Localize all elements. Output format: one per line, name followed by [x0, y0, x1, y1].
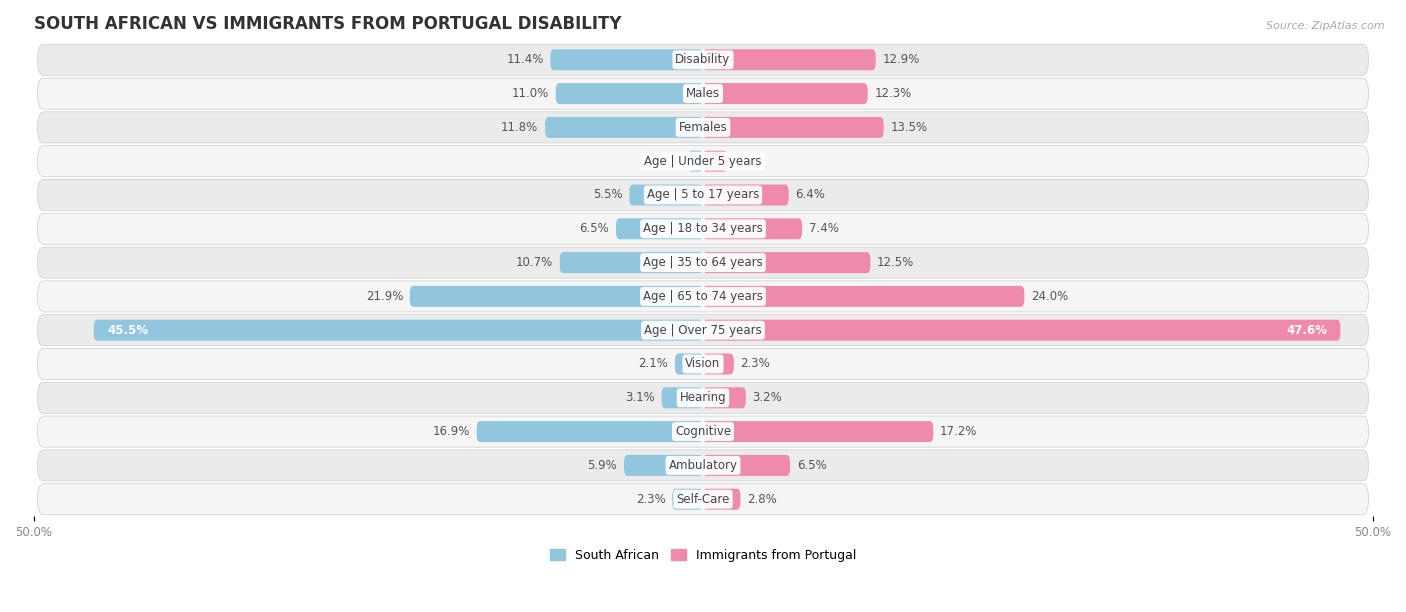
Text: 12.3%: 12.3%: [875, 87, 911, 100]
Text: Males: Males: [686, 87, 720, 100]
FancyBboxPatch shape: [703, 455, 790, 476]
FancyBboxPatch shape: [661, 387, 703, 408]
FancyBboxPatch shape: [703, 184, 789, 206]
Text: Age | 18 to 34 years: Age | 18 to 34 years: [643, 222, 763, 235]
FancyBboxPatch shape: [703, 319, 1340, 341]
FancyBboxPatch shape: [616, 218, 703, 239]
Text: Self-Care: Self-Care: [676, 493, 730, 506]
Text: 1.1%: 1.1%: [652, 155, 682, 168]
FancyBboxPatch shape: [409, 286, 703, 307]
Text: Disability: Disability: [675, 53, 731, 66]
Text: 1.8%: 1.8%: [734, 155, 763, 168]
Text: 2.1%: 2.1%: [638, 357, 668, 370]
Text: 10.7%: 10.7%: [516, 256, 553, 269]
FancyBboxPatch shape: [38, 382, 1368, 413]
Text: 5.9%: 5.9%: [588, 459, 617, 472]
FancyBboxPatch shape: [703, 50, 876, 70]
FancyBboxPatch shape: [555, 83, 703, 104]
Text: 24.0%: 24.0%: [1031, 290, 1069, 303]
Text: 17.2%: 17.2%: [941, 425, 977, 438]
Text: SOUTH AFRICAN VS IMMIGRANTS FROM PORTUGAL DISABILITY: SOUTH AFRICAN VS IMMIGRANTS FROM PORTUGA…: [34, 15, 621, 33]
FancyBboxPatch shape: [624, 455, 703, 476]
Legend: South African, Immigrants from Portugal: South African, Immigrants from Portugal: [544, 543, 862, 567]
FancyBboxPatch shape: [38, 348, 1368, 379]
Text: 16.9%: 16.9%: [433, 425, 470, 438]
Text: 12.9%: 12.9%: [883, 53, 920, 66]
FancyBboxPatch shape: [94, 319, 703, 341]
FancyBboxPatch shape: [703, 286, 1025, 307]
FancyBboxPatch shape: [546, 117, 703, 138]
FancyBboxPatch shape: [38, 483, 1368, 515]
FancyBboxPatch shape: [38, 213, 1368, 244]
Text: 13.5%: 13.5%: [890, 121, 928, 134]
FancyBboxPatch shape: [477, 421, 703, 442]
Text: 6.5%: 6.5%: [579, 222, 609, 235]
Text: Females: Females: [679, 121, 727, 134]
FancyBboxPatch shape: [703, 489, 741, 510]
FancyBboxPatch shape: [38, 78, 1368, 109]
FancyBboxPatch shape: [703, 252, 870, 273]
FancyBboxPatch shape: [689, 151, 703, 172]
FancyBboxPatch shape: [38, 281, 1368, 312]
FancyBboxPatch shape: [38, 247, 1368, 278]
FancyBboxPatch shape: [560, 252, 703, 273]
FancyBboxPatch shape: [38, 44, 1368, 75]
FancyBboxPatch shape: [703, 421, 934, 442]
Text: 2.3%: 2.3%: [741, 357, 770, 370]
Text: 12.5%: 12.5%: [877, 256, 914, 269]
Text: Age | Under 5 years: Age | Under 5 years: [644, 155, 762, 168]
FancyBboxPatch shape: [550, 50, 703, 70]
Text: 3.1%: 3.1%: [626, 391, 655, 405]
Text: 21.9%: 21.9%: [366, 290, 404, 303]
Text: Source: ZipAtlas.com: Source: ZipAtlas.com: [1267, 21, 1385, 31]
FancyBboxPatch shape: [38, 112, 1368, 143]
FancyBboxPatch shape: [703, 354, 734, 375]
Text: Vision: Vision: [685, 357, 721, 370]
Text: 2.3%: 2.3%: [636, 493, 665, 506]
FancyBboxPatch shape: [38, 416, 1368, 447]
Text: 47.6%: 47.6%: [1286, 324, 1327, 337]
Text: Age | 65 to 74 years: Age | 65 to 74 years: [643, 290, 763, 303]
FancyBboxPatch shape: [703, 151, 727, 172]
FancyBboxPatch shape: [630, 184, 703, 206]
FancyBboxPatch shape: [675, 354, 703, 375]
Text: 45.5%: 45.5%: [107, 324, 148, 337]
Text: 11.8%: 11.8%: [501, 121, 538, 134]
FancyBboxPatch shape: [38, 146, 1368, 177]
Text: Age | 5 to 17 years: Age | 5 to 17 years: [647, 188, 759, 201]
Text: 11.4%: 11.4%: [506, 53, 544, 66]
Text: 6.4%: 6.4%: [796, 188, 825, 201]
Text: Age | Over 75 years: Age | Over 75 years: [644, 324, 762, 337]
Text: Hearing: Hearing: [679, 391, 727, 405]
Text: 11.0%: 11.0%: [512, 87, 548, 100]
Text: Age | 35 to 64 years: Age | 35 to 64 years: [643, 256, 763, 269]
FancyBboxPatch shape: [703, 83, 868, 104]
FancyBboxPatch shape: [703, 218, 801, 239]
Text: Ambulatory: Ambulatory: [668, 459, 738, 472]
Text: 7.4%: 7.4%: [808, 222, 838, 235]
Text: 3.2%: 3.2%: [752, 391, 782, 405]
FancyBboxPatch shape: [38, 450, 1368, 481]
FancyBboxPatch shape: [703, 117, 884, 138]
FancyBboxPatch shape: [38, 179, 1368, 211]
Text: 5.5%: 5.5%: [593, 188, 623, 201]
FancyBboxPatch shape: [703, 387, 745, 408]
FancyBboxPatch shape: [38, 315, 1368, 346]
Text: 2.8%: 2.8%: [747, 493, 778, 506]
FancyBboxPatch shape: [672, 489, 703, 510]
Text: Cognitive: Cognitive: [675, 425, 731, 438]
Text: 6.5%: 6.5%: [797, 459, 827, 472]
